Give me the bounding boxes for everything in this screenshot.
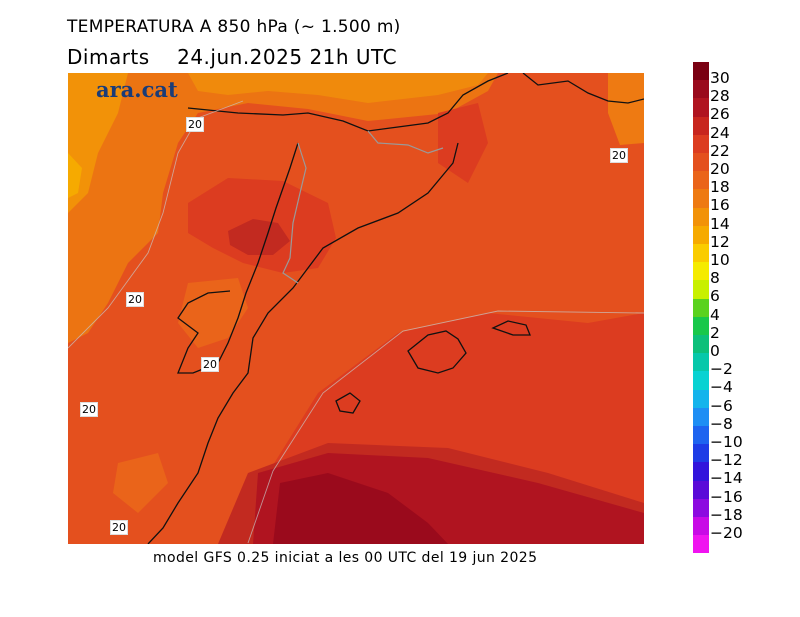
legend-swatch	[693, 171, 709, 190]
temperature-map	[68, 73, 644, 544]
legend-tick-label: 28	[710, 87, 730, 106]
contour-label-20: 20	[126, 292, 144, 307]
coastline-france-catalonia	[187, 73, 509, 132]
contour-label-20: 20	[610, 148, 628, 163]
island-mallorca	[407, 330, 467, 374]
legend-swatch	[693, 371, 709, 390]
legend-tick-label: 20	[710, 160, 730, 178]
legend-tick-label: −10	[710, 433, 743, 451]
brand-logo-ara-cat: ara.cat	[96, 77, 178, 102]
legend-tick-label: 2	[710, 323, 720, 342]
legend-swatch	[693, 462, 709, 481]
legend-swatch	[693, 498, 709, 517]
border-andorra-france	[282, 142, 307, 284]
legend-tick-label: 0	[710, 342, 720, 360]
legend-tick-label: −16	[710, 487, 743, 506]
contour-label-20: 20	[110, 520, 128, 535]
legend-swatch	[693, 98, 709, 117]
contour-label-20: 20	[186, 117, 204, 132]
legend-tick-label: 4	[710, 305, 720, 324]
temperature-band-14-north	[188, 73, 488, 103]
legend-tick-label: −18	[710, 505, 743, 524]
legend-swatch	[693, 335, 709, 354]
legend-tick-label: −6	[710, 396, 733, 415]
legend-swatch	[693, 316, 709, 335]
legend-tick-label: −4	[710, 378, 733, 397]
coastline-catalan-coast	[147, 142, 459, 544]
legend-swatch	[693, 407, 709, 426]
map-subtitle-date: Dimarts 24.jun.2025 21h UTC	[67, 45, 398, 69]
legend-tick-label: −8	[710, 414, 733, 433]
legend-tick-label: 14	[710, 214, 730, 233]
legend-swatch	[693, 389, 709, 408]
legend-tick-label: 12	[710, 232, 730, 251]
legend-tick-label: −12	[710, 451, 743, 470]
temperature-band-22-ne	[438, 103, 488, 183]
map-title: TEMPERATURA A 850 hPa (~ 1.500 m)	[67, 17, 401, 37]
legend-swatch	[693, 280, 709, 299]
legend-swatch	[693, 480, 709, 499]
border-aragon-catalonia	[177, 142, 299, 374]
legend-swatch	[693, 353, 709, 372]
legend-tick-label: 26	[710, 105, 730, 124]
legend-swatch	[693, 80, 709, 99]
legend-tick-label: 10	[710, 251, 730, 269]
legend-swatch	[693, 262, 709, 281]
contour-label-20: 20	[201, 357, 219, 372]
legend-tick-label: −2	[710, 360, 733, 379]
legend-swatch	[693, 189, 709, 208]
legend-swatch	[693, 134, 709, 153]
legend-swatch	[693, 207, 709, 226]
legend-tick-label: −14	[710, 469, 743, 488]
island-ibiza	[335, 392, 361, 414]
legend-swatch	[693, 62, 709, 81]
legend-swatch	[693, 444, 709, 463]
legend-tick-label: 16	[710, 196, 730, 215]
border-spain-france	[367, 130, 444, 154]
temperature-band-16-18	[68, 73, 498, 343]
model-run-footer: model GFS 0.25 iniciat a les 00 UTC del …	[153, 550, 538, 566]
contour-label-20: 20	[80, 402, 98, 417]
coastlines	[147, 73, 644, 544]
coastline-ne	[522, 73, 644, 104]
legend-tick-label: −20	[710, 524, 743, 542]
legend-swatch	[693, 298, 709, 317]
legend-tick-label: 30	[710, 69, 730, 87]
isotherm-20-sea	[247, 310, 644, 544]
temperature-band-24-26	[228, 219, 290, 255]
legend-tick-label: 8	[710, 269, 720, 288]
legend-tick-label: 24	[710, 123, 730, 142]
island-menorca	[491, 320, 531, 336]
legend-swatch	[693, 517, 709, 536]
legend-tick-label: 6	[710, 287, 720, 306]
temperature-band-14-west	[68, 73, 128, 213]
temperature-band-12	[68, 153, 82, 198]
border-lines	[282, 130, 444, 284]
legend-swatch	[693, 244, 709, 263]
legend-swatch	[693, 116, 709, 135]
legend-swatch	[693, 426, 709, 445]
legend-swatch	[693, 535, 709, 554]
temperature-band-16-ne	[608, 73, 644, 145]
temperature-band-28-south	[273, 473, 448, 544]
legend-swatch	[693, 225, 709, 244]
legend-swatch	[693, 153, 709, 172]
temperature-band-18-south	[113, 453, 168, 513]
legend-tick-label: 22	[710, 141, 730, 160]
legend-tick-label: 18	[710, 178, 730, 197]
